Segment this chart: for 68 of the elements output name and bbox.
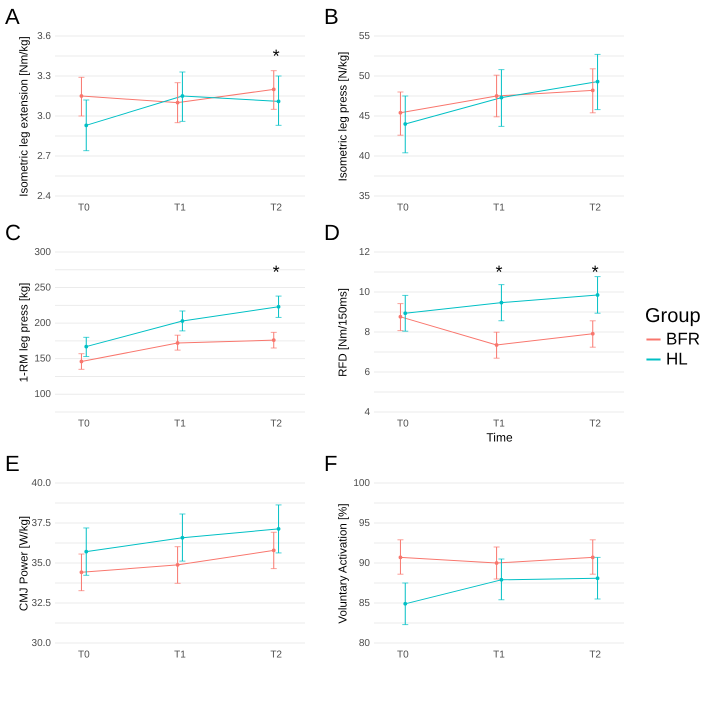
y-axis-title: CMJ Power [W/kg] — [18, 516, 30, 612]
y-tick-label: 4 — [364, 407, 370, 418]
x-tick-label: T1 — [493, 202, 506, 214]
y-axis-title: RFD [Nm/150ms] — [338, 288, 350, 377]
annotation: * — [272, 262, 280, 282]
y-tick-label: 3.6 — [37, 31, 52, 42]
chart-title: C — [5, 220, 21, 245]
chart-title: E — [5, 451, 20, 476]
y-axis-title: Isometric leg extension [Nm/kg] — [18, 36, 30, 197]
y-tick-label: 100 — [353, 478, 370, 489]
y-tick-label: 30.0 — [32, 638, 52, 649]
x-tick-label: T0 — [78, 650, 90, 660]
chart-title: D — [324, 220, 340, 245]
y-axis-title: Voluntary Activation [%] — [338, 503, 350, 624]
legend-title: Group — [645, 305, 701, 327]
y-tick-label: 2.4 — [37, 191, 52, 202]
x-tick-label: T0 — [397, 650, 410, 660]
x-tick-label: T0 — [397, 202, 410, 214]
y-tick-label: 100 — [34, 389, 52, 400]
y-tick-label: 6 — [364, 367, 370, 378]
x-tick-label: T2 — [270, 202, 282, 214]
y-tick-label: 8 — [364, 327, 370, 338]
y-tick-label: 10 — [358, 287, 370, 298]
annotation: * — [272, 46, 280, 66]
y-tick-label: 40.0 — [32, 478, 52, 489]
chart-title: B — [324, 4, 339, 29]
y-tick-label: 95 — [358, 518, 370, 529]
y-tick-label: 85 — [358, 598, 370, 609]
x-tick-label: T1 — [493, 418, 506, 430]
x-tick-label: T2 — [589, 650, 602, 660]
y-tick-label: 55 — [358, 31, 370, 42]
y-tick-label: 80 — [358, 638, 370, 649]
x-tick-label: T2 — [270, 650, 282, 660]
y-tick-label: 32.5 — [32, 598, 52, 609]
y-axis-title: 1-RM leg press [kg] — [18, 282, 30, 382]
x-tick-label: T1 — [174, 418, 186, 430]
y-tick-label: 50 — [358, 71, 370, 82]
y-tick-label: 37.5 — [32, 518, 52, 529]
chart-title: A — [5, 4, 20, 29]
x-tick-label: T0 — [78, 418, 90, 430]
y-tick-label: 35 — [358, 191, 370, 202]
x-tick-label: T1 — [174, 202, 186, 214]
x-tick-label: T2 — [589, 202, 602, 214]
y-tick-label: 250 — [34, 282, 52, 294]
y-tick-label: 40 — [358, 151, 370, 162]
x-tick-label: T2 — [589, 418, 602, 430]
legend-label: HL — [666, 350, 688, 368]
x-tick-label: T0 — [78, 202, 90, 214]
annotation: * — [495, 262, 503, 282]
chart-title: F — [324, 451, 338, 476]
y-tick-label: 3.3 — [37, 71, 52, 82]
x-axis-title: Time — [486, 430, 513, 444]
y-tick-label: 3.0 — [37, 111, 52, 122]
y-tick-label: 2.7 — [37, 151, 52, 162]
y-axis-title: Isometric leg press [N/kg] — [338, 52, 350, 182]
x-tick-label: T0 — [397, 418, 410, 430]
y-tick-label: 12 — [358, 247, 370, 258]
x-tick-label: T1 — [493, 650, 506, 660]
y-tick-label: 200 — [34, 318, 52, 330]
x-tick-label: T1 — [174, 650, 186, 660]
y-tick-label: 150 — [34, 354, 52, 365]
x-tick-label: T2 — [270, 418, 282, 430]
legend-label: BFR — [666, 330, 700, 348]
y-tick-label: 45 — [358, 111, 370, 122]
annotation: * — [592, 262, 599, 282]
y-tick-label: 300 — [34, 247, 52, 258]
y-tick-label: 35.0 — [32, 558, 52, 569]
y-tick-label: 90 — [358, 558, 370, 569]
